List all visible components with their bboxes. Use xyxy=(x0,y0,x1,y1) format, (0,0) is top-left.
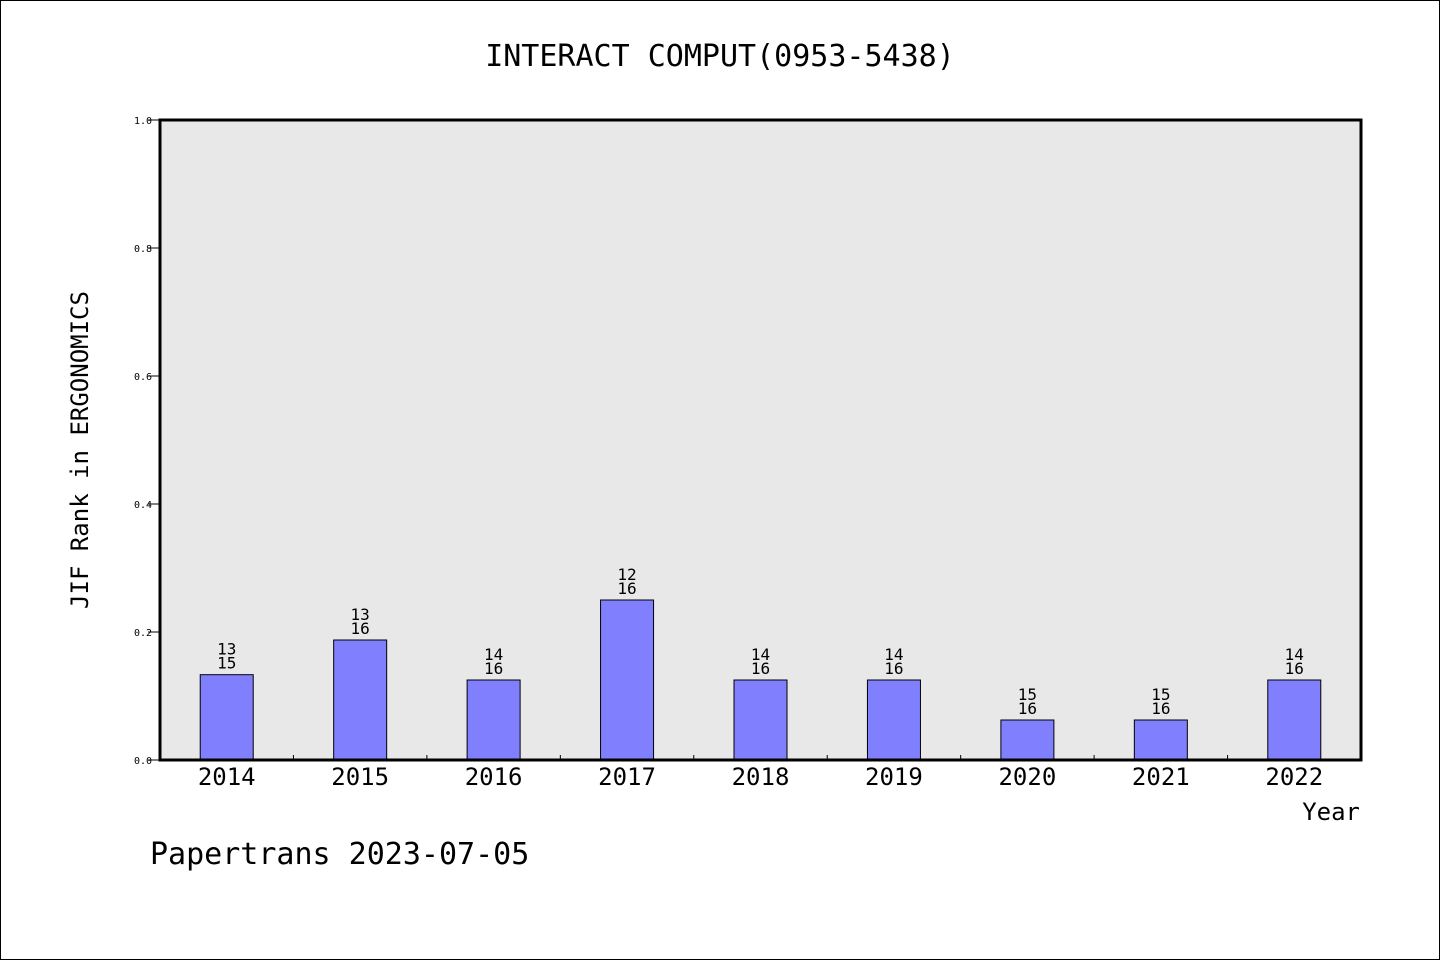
data-label-rank-2019: 14 xyxy=(884,645,903,664)
bar-2019 xyxy=(866,679,921,761)
y-tick-label-0.2: 0.2 xyxy=(134,628,152,639)
data-label-rank-2017: 12 xyxy=(617,565,636,584)
chart-title: INTERACT COMPUT(0953-5438) xyxy=(485,39,955,74)
bar-2014 xyxy=(199,674,254,761)
bar-2021 xyxy=(1133,719,1188,761)
data-label-total-2015: 16 xyxy=(351,619,370,638)
footer-text: Papertrans 2023-07-05 xyxy=(150,837,529,872)
data-label-total-2021: 16 xyxy=(1151,699,1170,718)
x-tick-label-2014: 2014 xyxy=(198,763,256,791)
x-tick-label-2019: 2019 xyxy=(865,763,923,791)
data-label-total-2018: 16 xyxy=(751,659,770,678)
data-label-total-2020: 16 xyxy=(1018,699,1037,718)
data-label-rank-2016: 14 xyxy=(484,645,503,664)
x-tick-label-2015: 2015 xyxy=(331,763,389,791)
bar-2015 xyxy=(333,639,388,761)
x-tick-label-2022: 2022 xyxy=(1265,763,1323,791)
data-label-total-2016: 16 xyxy=(484,659,503,678)
bar-2020 xyxy=(1000,719,1055,761)
y-tick-label-0.4: 0.4 xyxy=(134,500,152,511)
y-axis-label: JIF Rank in ERGONOMICS xyxy=(66,291,94,609)
data-label-rank-2022: 14 xyxy=(1285,645,1304,664)
bar-2018 xyxy=(733,679,788,761)
data-label-rank-2015: 13 xyxy=(351,605,370,624)
y-tick-label-1.0: 1.0 xyxy=(134,116,152,127)
x-tick-label-2018: 2018 xyxy=(732,763,790,791)
data-label-total-2017: 16 xyxy=(617,579,636,598)
data-label-rank-2014: 13 xyxy=(217,640,236,659)
data-label-total-2022: 16 xyxy=(1285,659,1304,678)
y-tick-label-0.6: 0.6 xyxy=(134,372,152,383)
x-tick-label-2016: 2016 xyxy=(465,763,523,791)
x-axis-label: Year xyxy=(1302,798,1360,826)
y-tick-label-0.0: 0.0 xyxy=(134,756,152,767)
x-tick-label-2021: 2021 xyxy=(1132,763,1190,791)
data-label-rank-2020: 15 xyxy=(1018,685,1037,704)
y-tick-label-0.8: 0.8 xyxy=(134,244,152,255)
bar-2022 xyxy=(1267,679,1322,761)
bars-group xyxy=(199,599,1322,761)
x-axis: 2014 2015 2016 2017 2018 2019 2020 2021 2022 xyxy=(198,755,1323,791)
data-label-total-2014: 15 xyxy=(217,654,236,673)
data-label-rank-2018: 14 xyxy=(751,645,770,664)
bar-2017 xyxy=(600,599,655,761)
data-label-rank-2021: 15 xyxy=(1151,685,1170,704)
data-label-total-2019: 16 xyxy=(884,659,903,678)
y-axis: 0.0 0.2 0.4 0.6 0.8 1.0 xyxy=(134,116,160,767)
x-tick-label-2020: 2020 xyxy=(998,763,1056,791)
bar-2016 xyxy=(466,679,521,761)
plot-border xyxy=(158,118,1363,762)
x-tick-label-2017: 2017 xyxy=(598,763,656,791)
